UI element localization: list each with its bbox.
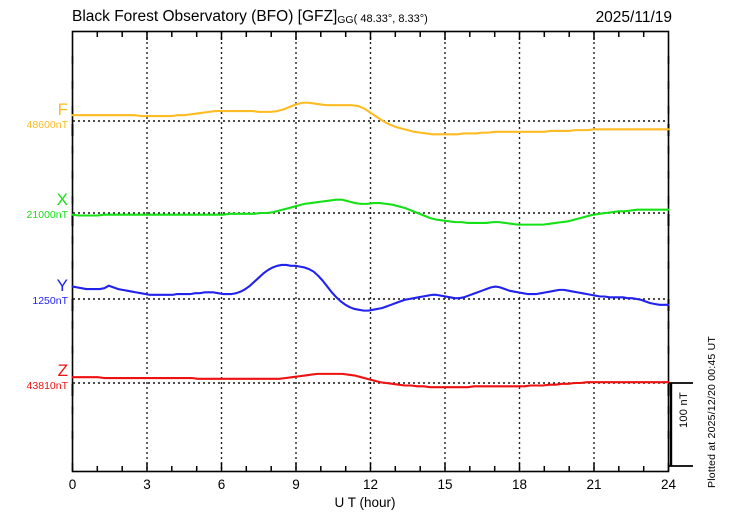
x-axis-ticks	[71, 463, 670, 471]
observation-date: 2025/11/19	[595, 9, 672, 26]
component-letter-Y: Y	[56, 276, 68, 295]
component-label-F: F 48600nT	[2, 101, 68, 131]
scale-bar-label: 100 nT	[678, 392, 690, 429]
x-axis-ticks-top	[96, 32, 645, 40]
xtick-label-3: 3	[143, 477, 151, 492]
plotted-at-caption: Plotted at 2025/12/20 00:45 UT	[706, 336, 718, 488]
title-coordinates: ( 48.33°, 8.33°)	[353, 13, 428, 25]
plot-frame	[71, 30, 670, 473]
y-axis-baseline-ticks	[71, 124, 670, 396]
xtick-label-24: 24	[660, 477, 677, 492]
data-traces	[71, 101, 670, 389]
chart-header: Black Forest Observatory (BFO) [GFZ]GG( …	[0, 8, 730, 32]
component-label-X: X 21000nT	[2, 191, 68, 221]
xtick-label-0: 0	[68, 477, 77, 492]
x-axis-title: U T (hour)	[0, 495, 730, 510]
trace-Y	[71, 263, 670, 312]
page-title: Black Forest Observatory (BFO) [GFZ]GG( …	[72, 8, 428, 26]
xtick-label-21: 21	[586, 477, 602, 492]
component-baseline-Y: 1250nT	[32, 295, 68, 307]
vertical-gridlines	[146, 32, 595, 471]
xtick-label-6: 6	[217, 477, 226, 492]
component-baseline-Z: 43810nT	[26, 380, 68, 392]
xtick-label-15: 15	[437, 477, 453, 492]
trace-F	[71, 101, 670, 136]
component-letter-X: X	[56, 190, 68, 209]
component-label-Y: Y 1250nT	[2, 277, 68, 307]
trace-X	[71, 198, 670, 226]
xtick-label-9: 9	[292, 477, 300, 492]
scale-bar	[669, 382, 693, 467]
component-label-Z: Z 43810nT	[2, 362, 68, 392]
component-letter-F: F	[57, 100, 68, 119]
title-main-text: Black Forest Observatory (BFO) [GFZ]	[72, 8, 338, 25]
xtick-label-18: 18	[511, 477, 528, 492]
component-baseline-F: 48600nT	[26, 119, 68, 131]
trace-Z	[71, 372, 670, 389]
component-letter-Z: Z	[57, 361, 68, 380]
y-axis-ticks	[71, 56, 670, 439]
title-network-subscript: GG	[337, 14, 354, 26]
xtick-label-12: 12	[362, 477, 379, 492]
component-baseline-X: 21000nT	[26, 209, 68, 221]
x-axis-title-text: U T (hour)	[334, 495, 396, 510]
